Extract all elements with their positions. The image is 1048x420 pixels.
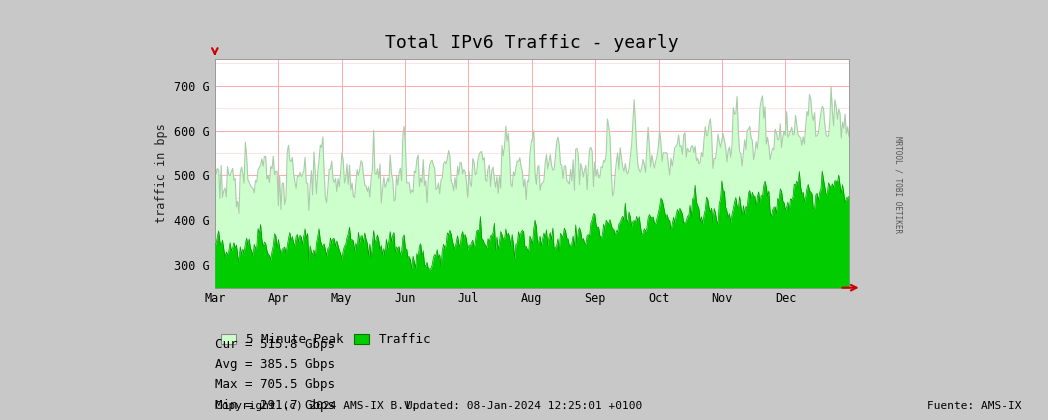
Text: MRTOOL / TOBI OETIKER: MRTOOL / TOBI OETIKER — [894, 136, 903, 234]
Title: Total IPv6 Traffic - yearly: Total IPv6 Traffic - yearly — [385, 34, 679, 52]
Text: Cur = 515.8 Gbps: Cur = 515.8 Gbps — [215, 338, 335, 351]
Text: Max = 705.5 Gbps: Max = 705.5 Gbps — [215, 378, 335, 391]
Y-axis label: traffic in bps: traffic in bps — [155, 123, 168, 223]
Legend: 5 Minute Peak, Traffic: 5 Minute Peak, Traffic — [221, 333, 431, 346]
Text: Fuente: AMS-IX: Fuente: AMS-IX — [927, 401, 1022, 411]
Text: Avg = 385.5 Gbps: Avg = 385.5 Gbps — [215, 358, 335, 371]
Text: Copyright (c) 2024 AMS-IX B.V.: Copyright (c) 2024 AMS-IX B.V. — [215, 401, 417, 411]
Text: Updated: 08-Jan-2024 12:25:01 +0100: Updated: 08-Jan-2024 12:25:01 +0100 — [406, 401, 642, 411]
Text: Min = 291.7 Gbps: Min = 291.7 Gbps — [215, 399, 335, 412]
